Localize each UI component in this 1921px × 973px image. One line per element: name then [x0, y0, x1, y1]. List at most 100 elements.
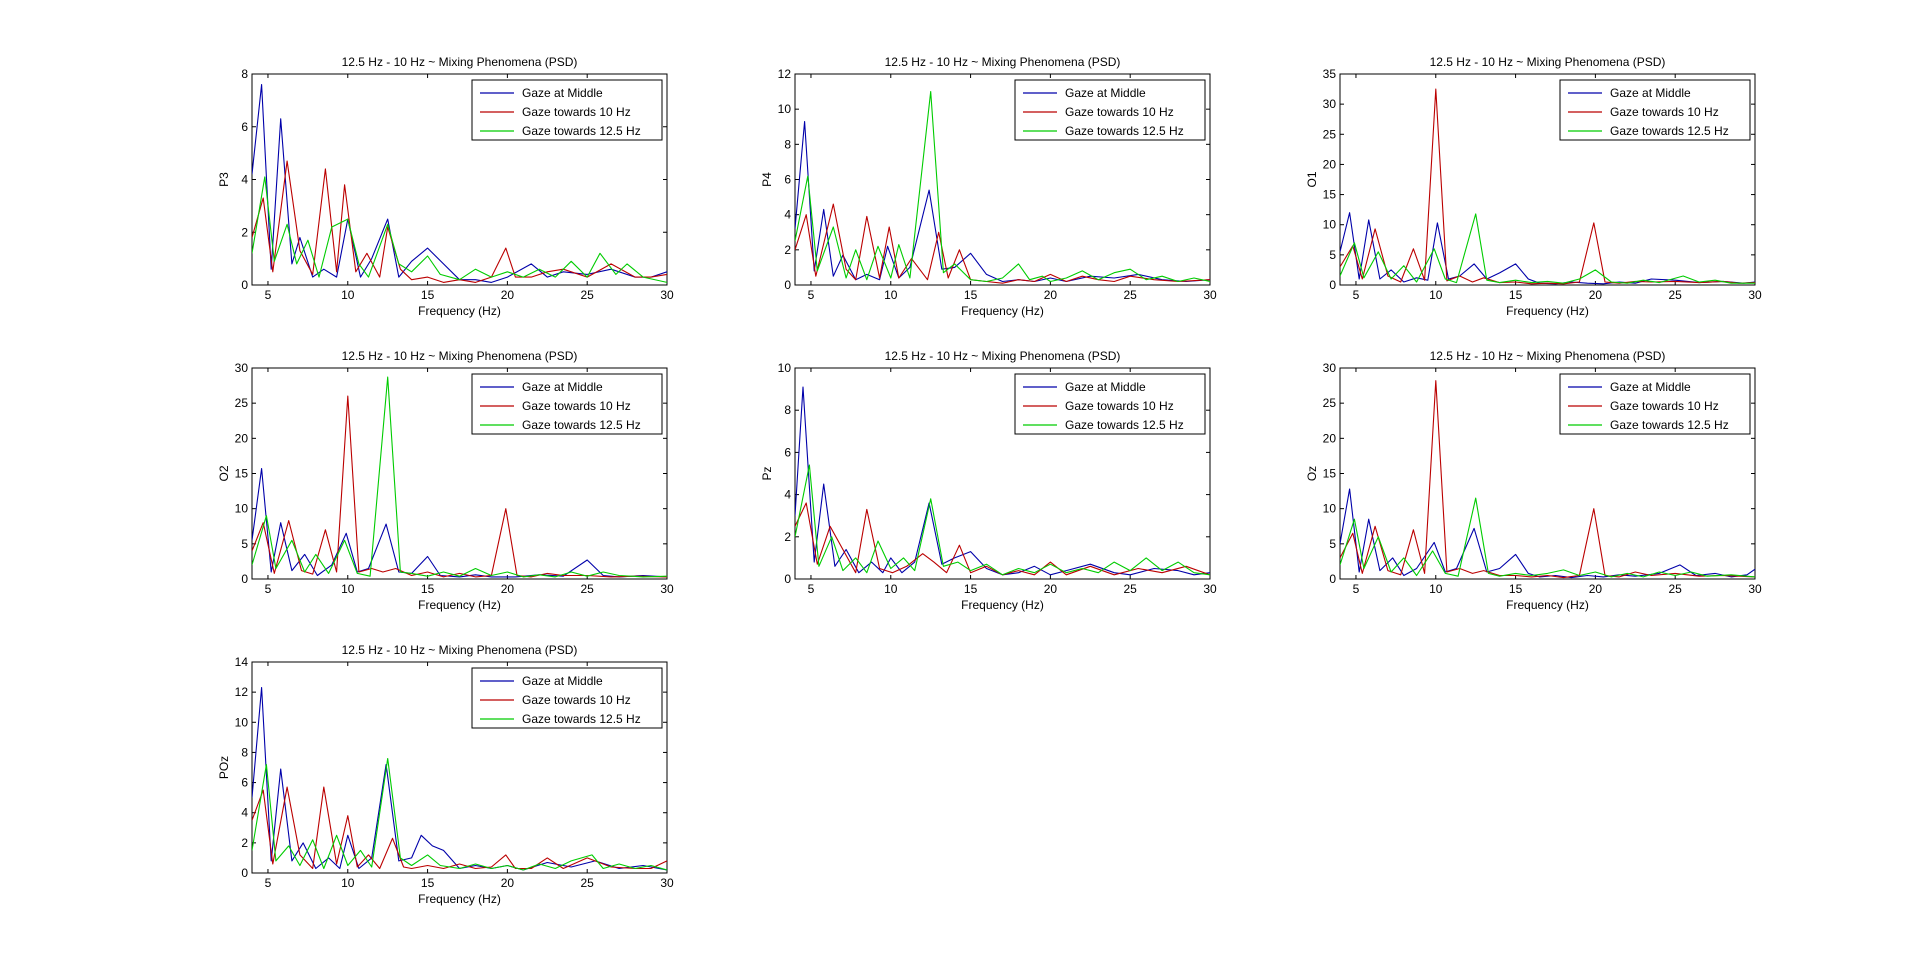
x-tick-label: 20: [501, 876, 515, 890]
x-tick-label: 25: [1669, 288, 1683, 302]
subplot-p3: 5 10 15 20 25 30 0 2 4 6 8 12.5 Hz - 10 Hz ~ Mixing…: [217, 55, 674, 318]
y-tick-label: 4: [784, 488, 791, 502]
y-tick-label: 10: [235, 502, 249, 516]
legend-box: [1014, 79, 1206, 141]
y-tick-label: 0: [784, 278, 791, 292]
x-tick-label: 25: [1124, 582, 1138, 596]
legend-box: [471, 667, 663, 729]
x-tick-label: 10: [884, 582, 898, 596]
y-tick-label: 30: [1323, 361, 1337, 375]
x-tick-label: 15: [964, 582, 978, 596]
y-tick-label: 12: [235, 685, 249, 699]
legend-box: [471, 79, 663, 141]
y-axis-label: P3: [217, 172, 231, 187]
x-axis-label: Frequency (Hz): [961, 598, 1044, 612]
chart-title: 12.5 Hz - 10 Hz ~ Mixing Phenomena (PSD): [342, 349, 578, 363]
x-axis-label: Frequency (Hz): [418, 598, 501, 612]
subplot-o1: 5 10 15 20 25 30 0 5 10 15 20 25 30 35 12.5 Hz - 10 Hz…: [1305, 55, 1762, 318]
y-tick-label: 4: [241, 806, 248, 820]
y-tick-label: 4: [784, 208, 791, 222]
y-tick-label: 8: [241, 745, 248, 759]
y-tick-label: 14: [235, 655, 249, 669]
legend-entry: Gaze towards 10 Hz: [522, 105, 631, 119]
series-line-gaze-towards-10-hz: [795, 203, 1210, 284]
y-tick-label: 10: [778, 102, 792, 116]
series-line-gaze-at-middle: [252, 84, 667, 283]
y-tick-label: 35: [1323, 67, 1337, 81]
legend: Gaze at Middle Gaze towards 10 Hz Gaze tow…: [1014, 373, 1206, 435]
y-axis-label: Oz: [1305, 466, 1319, 481]
legend-entry: Gaze at Middle: [1610, 380, 1691, 394]
y-tick-label: 30: [235, 361, 249, 375]
series-line-gaze-at-middle: [252, 687, 667, 871]
legend-entry: Gaze at Middle: [1065, 86, 1146, 100]
x-tick-label: 30: [1203, 582, 1217, 596]
y-tick-label: 6: [241, 776, 248, 790]
legend: Gaze at Middle Gaze towards 10 Hz Gaze tow…: [1014, 79, 1206, 141]
series-line-gaze-towards-12-5-hz: [252, 376, 667, 578]
y-tick-label: 0: [241, 866, 248, 880]
series-line-gaze-towards-10-hz: [252, 786, 667, 870]
series-line-gaze-towards-10-hz: [795, 502, 1210, 576]
x-axis-label: Frequency (Hz): [961, 304, 1044, 318]
y-tick-label: 0: [1329, 278, 1336, 292]
y-tick-label: 2: [784, 243, 791, 257]
x-tick-label: 10: [341, 288, 355, 302]
x-tick-label: 25: [581, 582, 595, 596]
x-tick-label: 20: [501, 288, 515, 302]
x-axis-label: Frequency (Hz): [1506, 304, 1589, 318]
y-axis-label: Pz: [760, 466, 774, 480]
x-tick-label: 20: [1044, 288, 1058, 302]
y-axis-label: POz: [217, 756, 231, 779]
chart-title: 12.5 Hz - 10 Hz ~ Mixing Phenomena (PSD): [1430, 55, 1666, 69]
y-tick-label: 10: [235, 715, 249, 729]
y-tick-label: 6: [784, 445, 791, 459]
legend: Gaze at Middle Gaze towards 10 Hz Gaze tow…: [471, 79, 663, 141]
x-tick-label: 5: [265, 288, 272, 302]
series-line-gaze-at-middle: [1340, 212, 1755, 285]
x-tick-label: 25: [581, 288, 595, 302]
y-tick-label: 25: [235, 396, 249, 410]
legend-entry: Gaze towards 10 Hz: [1610, 105, 1719, 119]
legend-entry: Gaze towards 12.5 Hz: [1610, 124, 1729, 138]
legend-entry: Gaze at Middle: [1065, 380, 1146, 394]
x-tick-label: 10: [1429, 288, 1443, 302]
x-tick-label: 30: [1748, 288, 1762, 302]
y-tick-label: 8: [784, 137, 791, 151]
y-tick-label: 20: [1323, 157, 1337, 171]
legend-entry: Gaze towards 10 Hz: [522, 693, 631, 707]
subplot-poz: 5 10 15 20 25 30 0 2 4 6 8 10 12 14 12.5 Hz - 10 Hz ~ …: [217, 643, 674, 906]
x-tick-label: 15: [421, 288, 435, 302]
y-tick-label: 5: [1329, 248, 1336, 262]
y-tick-label: 0: [241, 278, 248, 292]
x-tick-label: 5: [1353, 582, 1360, 596]
y-tick-label: 2: [784, 530, 791, 544]
x-tick-label: 10: [1429, 582, 1443, 596]
y-tick-label: 5: [241, 537, 248, 551]
y-tick-label: 10: [778, 361, 792, 375]
x-axis-label: Frequency (Hz): [1506, 598, 1589, 612]
chart-title: 12.5 Hz - 10 Hz ~ Mixing Phenomena (PSD): [342, 55, 578, 69]
x-tick-label: 20: [1044, 582, 1058, 596]
series-line-gaze-towards-12-5-hz: [1340, 497, 1755, 578]
series-line-gaze-towards-10-hz: [252, 160, 667, 283]
x-tick-label: 15: [964, 288, 978, 302]
x-tick-label: 25: [1124, 288, 1138, 302]
legend: Gaze at Middle Gaze towards 10 Hz Gaze tow…: [471, 373, 663, 435]
x-tick-label: 25: [1669, 582, 1683, 596]
y-tick-label: 25: [1323, 127, 1337, 141]
y-tick-label: 6: [784, 173, 791, 187]
legend: Gaze at Middle Gaze towards 10 Hz Gaze tow…: [471, 667, 663, 729]
y-tick-label: 15: [235, 467, 249, 481]
y-tick-label: 6: [241, 120, 248, 134]
y-tick-label: 30: [1323, 97, 1337, 111]
y-tick-label: 0: [241, 572, 248, 586]
x-tick-label: 5: [808, 288, 815, 302]
legend-entry: Gaze towards 12.5 Hz: [1065, 124, 1184, 138]
y-tick-label: 15: [1323, 188, 1337, 202]
y-tick-label: 5: [1329, 537, 1336, 551]
subplot-p4: 5 10 15 20 25 30 0 2 4 6 8 10 12 12.5 Hz - 10 Hz ~ Mi…: [760, 55, 1217, 318]
y-tick-label: 10: [1323, 218, 1337, 232]
x-tick-label: 5: [265, 876, 272, 890]
x-tick-label: 15: [1509, 582, 1523, 596]
